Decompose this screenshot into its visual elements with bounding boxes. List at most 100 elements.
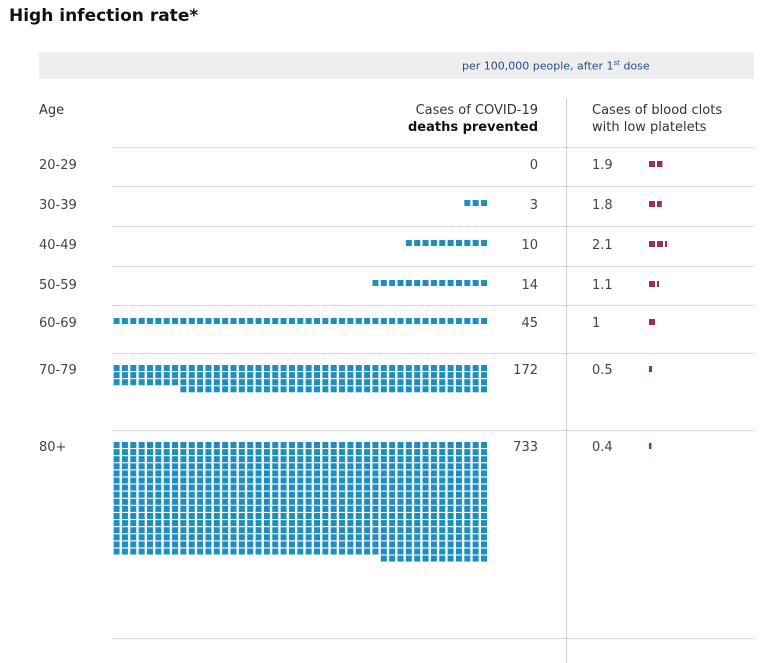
deaths-prevented-square — [380, 456, 387, 463]
deaths-prevented-square — [314, 477, 320, 484]
deaths-prevented-square — [397, 513, 404, 519]
deaths-prevented-square — [163, 456, 170, 463]
deaths-prevented-square — [322, 491, 329, 498]
deaths-prevented-square — [121, 463, 128, 470]
deaths-prevented-square — [339, 379, 346, 386]
deaths-prevented-square — [180, 470, 187, 477]
deaths-prevented-square — [138, 318, 145, 324]
deaths-prevented-square — [472, 555, 479, 562]
deaths-prevented-square — [172, 541, 179, 548]
deaths-prevented-square — [397, 470, 404, 477]
deaths-prevented-square — [405, 463, 412, 470]
deaths-prevented-square — [222, 484, 229, 491]
deaths-prevented-square — [405, 470, 412, 477]
deaths-prevented-square — [147, 449, 153, 456]
deaths-prevented-square — [288, 442, 295, 448]
deaths-prevented-square — [439, 513, 446, 519]
deaths-prevented-square — [138, 505, 145, 512]
deaths-prevented-square — [464, 372, 471, 379]
deaths-prevented-square — [472, 365, 479, 371]
deaths-prevented-value: 172 — [513, 363, 538, 378]
deaths-prevented-square — [163, 470, 170, 477]
deaths-prevented-square — [197, 365, 204, 371]
deaths-prevented-square — [422, 505, 429, 512]
deaths-prevented-square — [464, 548, 471, 555]
deaths-prevented-square — [447, 379, 454, 386]
deaths-prevented-square — [130, 372, 137, 379]
deaths-prevented-square — [322, 442, 329, 448]
deaths-prevented-square — [230, 372, 237, 379]
deaths-prevented-square — [155, 456, 162, 463]
deaths-prevented-square — [355, 372, 362, 379]
units-note: per 100,000 people, after 1st dose — [462, 59, 650, 73]
deaths-prevented-square — [121, 534, 128, 541]
deaths-prevented-square — [305, 541, 312, 548]
deaths-prevented-square — [230, 527, 237, 534]
deaths-prevented-square — [163, 379, 170, 386]
deaths-prevented-square — [347, 372, 354, 379]
deaths-prevented-square — [163, 498, 170, 505]
deaths-prevented-square — [481, 470, 487, 477]
deaths-prevented-square — [464, 477, 471, 484]
deaths-prevented-square — [263, 505, 270, 512]
deaths-prevented-square — [472, 470, 479, 477]
deaths-prevented-square — [464, 470, 471, 477]
deaths-prevented-square — [330, 477, 337, 484]
deaths-prevented-square — [222, 463, 229, 470]
deaths-prevented-square — [205, 456, 212, 463]
deaths-prevented-square — [238, 505, 245, 512]
deaths-prevented-square — [430, 548, 437, 555]
deaths-prevented-square — [188, 513, 195, 519]
deaths-prevented-square — [439, 548, 446, 555]
deaths-prevented-square — [405, 541, 412, 548]
deaths-prevented-square — [205, 513, 212, 519]
deaths-header-line1: Cases of COVID-19 — [415, 103, 538, 118]
deaths-prevented-square — [305, 442, 312, 448]
deaths-prevented-square — [389, 372, 396, 379]
deaths-prevented-square — [339, 484, 346, 491]
deaths-prevented-square — [163, 505, 170, 512]
deaths-prevented-square — [188, 477, 195, 484]
deaths-prevented-square — [130, 520, 137, 527]
deaths-prevented-square — [222, 379, 229, 386]
deaths-prevented-square — [481, 548, 487, 555]
deaths-prevented-square — [372, 520, 379, 527]
deaths-prevented-square — [121, 470, 128, 477]
deaths-prevented-square — [147, 505, 153, 512]
deaths-prevented-square — [263, 386, 270, 393]
deaths-prevented-square — [222, 477, 229, 484]
deaths-prevented-square — [238, 498, 245, 505]
deaths-prevented-square — [397, 372, 404, 379]
deaths-prevented-square — [238, 541, 245, 548]
deaths-prevented-square — [472, 484, 479, 491]
deaths-prevented-square — [330, 379, 337, 386]
deaths-prevented-square — [205, 520, 212, 527]
deaths-prevented-square — [121, 449, 128, 456]
deaths-prevented-square — [280, 513, 287, 519]
deaths-prevented-square — [397, 365, 404, 371]
deaths-prevented-square — [238, 527, 245, 534]
deaths-prevented-square — [213, 456, 220, 463]
deaths-prevented-square — [130, 470, 137, 477]
deaths-prevented-square — [180, 372, 187, 379]
deaths-prevented-square — [339, 477, 346, 484]
deaths-prevented-square — [180, 541, 187, 548]
deaths-prevented-square — [180, 449, 187, 456]
deaths-prevented-square — [305, 386, 312, 393]
row-divider — [113, 226, 754, 227]
deaths-prevented-square — [314, 548, 320, 555]
deaths-prevented-square — [389, 449, 396, 456]
clots-header: Cases of blood clots with low platelets — [592, 102, 722, 136]
deaths-prevented-square — [314, 463, 320, 470]
deaths-prevented-square — [430, 541, 437, 548]
deaths-prevented-square — [197, 491, 204, 498]
deaths-prevented-square — [288, 318, 295, 324]
deaths-prevented-square — [188, 548, 195, 555]
deaths-prevented-square — [464, 491, 471, 498]
deaths-prevented-square — [197, 520, 204, 527]
deaths-prevented-square — [397, 386, 404, 393]
deaths-prevented-square — [288, 386, 295, 393]
deaths-prevented-square — [430, 491, 437, 498]
deaths-prevented-square — [213, 505, 220, 512]
deaths-prevented-square — [389, 463, 396, 470]
